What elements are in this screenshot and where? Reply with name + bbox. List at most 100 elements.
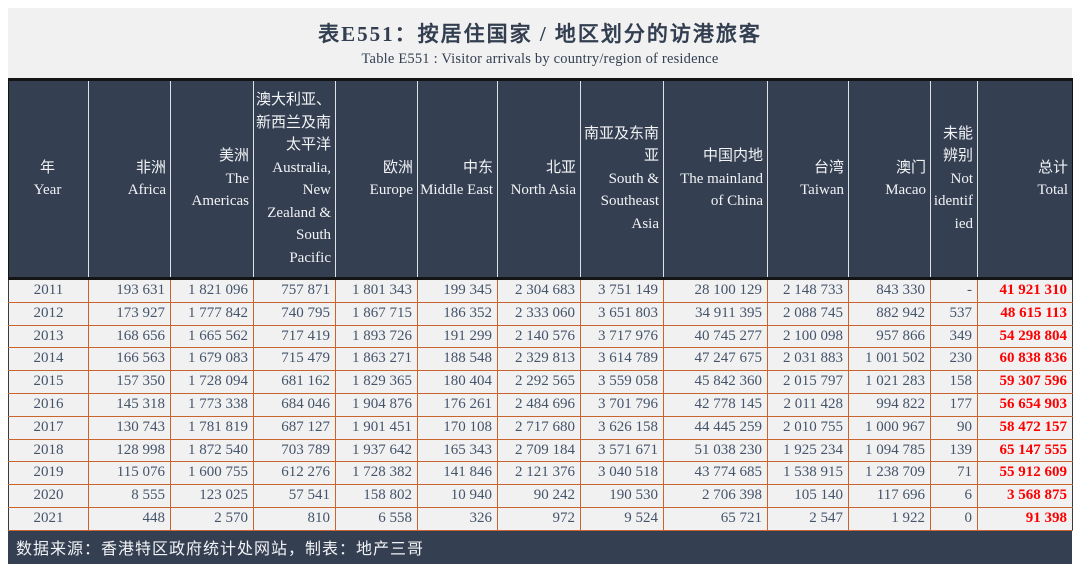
header-row: 年 Year 非洲 Africa 美洲 The Americas 澳大利亚、新西… (8, 78, 1073, 280)
value-cell: 1 679 083 (170, 347, 254, 372)
column-header: 澳大利亚、新西兰及南太平洋 Australia, New Zealand & S… (253, 78, 336, 280)
total-cell: 3 568 875 (977, 484, 1073, 508)
column-header-en: Middle East (420, 182, 493, 198)
total-cell: 65 147 555 (977, 438, 1073, 463)
column-header: 北亚 North Asia (497, 78, 581, 280)
value-cell: 1 904 876 (335, 392, 418, 417)
column-header-en: Not identified (933, 170, 973, 232)
value-cell: 40 745 277 (663, 324, 768, 349)
table-row: 2016 145 318 1 773 338 684 046 1 904 876 176 … (8, 392, 1073, 417)
value-cell: 612 276 (253, 461, 336, 486)
value-cell: 123 025 (170, 484, 254, 508)
column-header: 美洲 The Americas (170, 78, 254, 280)
value-cell: 1 021 283 (848, 370, 931, 394)
column-header-zh: 中东 (462, 159, 493, 176)
value-cell: 3 614 789 (580, 347, 664, 372)
value-cell: 1 867 715 (335, 301, 418, 326)
table-row: 2013 168 656 1 665 562 717 419 1 893 726 191 … (8, 324, 1073, 349)
column-header-en: Total (1037, 182, 1068, 198)
column-header: 中国内地 The mainland of China (663, 78, 768, 280)
value-cell: 810 (253, 506, 336, 531)
value-cell: 8 555 (88, 484, 171, 508)
value-cell: 65 721 (663, 506, 768, 531)
value-cell: 6 558 (335, 506, 418, 531)
value-cell: 190 530 (580, 484, 664, 508)
page: 表E551：按居住国家 / 地区划分的访港旅客 Table E551 : Vis… (8, 8, 1073, 564)
value-cell: 2 292 565 (497, 370, 581, 394)
value-cell: 191 299 (417, 324, 498, 349)
value-cell: 10 940 (417, 484, 498, 508)
value-cell: 1 893 726 (335, 324, 418, 349)
value-cell: 1 001 502 (848, 347, 931, 372)
value-cell: 2 088 745 (767, 301, 849, 326)
value-cell: 2 706 398 (663, 484, 768, 508)
value-cell: 1 238 709 (848, 461, 931, 486)
column-header-zh: 中国内地 (702, 148, 763, 165)
value-cell: 1 801 343 (335, 278, 418, 303)
column-header-en: The mainland of China (680, 170, 763, 210)
value-cell: 740 795 (253, 301, 336, 326)
value-cell: 3 651 803 (580, 301, 664, 326)
total-cell: 48 615 113 (977, 301, 1073, 326)
table-row: 2018 128 998 1 872 540 703 789 1 937 642 165 … (8, 438, 1073, 463)
value-cell: 681 162 (253, 370, 336, 394)
year-cell: 2011 (8, 278, 89, 303)
value-cell: 2 148 733 (767, 278, 849, 303)
column-header-zh: 澳门 (895, 159, 926, 176)
table-row: 2019 115 076 1 600 755 612 276 1 728 382 141 … (8, 461, 1073, 486)
value-cell: 1 863 271 (335, 347, 418, 372)
value-cell: 537 (930, 301, 978, 326)
total-cell: 60 838 836 (977, 347, 1073, 372)
value-cell: 45 842 360 (663, 370, 768, 394)
value-cell: 1 538 915 (767, 461, 849, 486)
value-cell: 157 350 (88, 370, 171, 394)
column-header-en: Taiwan (800, 182, 844, 198)
value-cell: 2 709 184 (497, 438, 581, 463)
value-cell: 166 563 (88, 347, 171, 372)
value-cell: 6 (930, 484, 978, 508)
value-cell: 3 571 671 (580, 438, 664, 463)
value-cell: 2 011 428 (767, 392, 849, 417)
visitor-arrivals-table: 年 Year 非洲 Africa 美洲 The Americas 澳大利亚、新西… (8, 78, 1073, 531)
value-cell: 1 925 234 (767, 438, 849, 463)
total-cell: 56 654 903 (977, 392, 1073, 417)
value-cell: 199 345 (417, 278, 498, 303)
year-cell: 2018 (8, 438, 89, 463)
value-cell: 158 (930, 370, 978, 394)
table-title-zh: 表E551：按居住国家 / 地区划分的访港旅客 (318, 22, 762, 46)
value-cell: 173 927 (88, 301, 171, 326)
column-header-zh: 年 (39, 159, 55, 176)
value-cell: 994 822 (848, 392, 931, 417)
source-text: 数据来源：香港特区政府统计处网站，制表：地产三哥 (16, 541, 425, 559)
table-row: 2011 193 631 1 821 096 757 871 1 801 343 199 … (8, 278, 1073, 303)
value-cell: 170 108 (417, 415, 498, 440)
table-row: 2015 157 350 1 728 094 681 162 1 829 365 180 … (8, 370, 1073, 394)
value-cell: 717 419 (253, 324, 336, 349)
value-cell: 687 127 (253, 415, 336, 440)
value-cell: 51 038 230 (663, 438, 768, 463)
value-cell: 105 140 (767, 484, 849, 508)
value-cell: 1 094 785 (848, 438, 931, 463)
column-header-zh: 台湾 (813, 159, 844, 176)
column-header-en: Europe (369, 182, 413, 198)
value-cell: 2 140 576 (497, 324, 581, 349)
year-cell: 2014 (8, 347, 89, 372)
year-cell: 2015 (8, 370, 89, 394)
value-cell: 188 548 (417, 347, 498, 372)
value-cell: 349 (930, 324, 978, 349)
value-cell: 1 728 382 (335, 461, 418, 486)
total-cell: 58 472 157 (977, 415, 1073, 440)
total-cell: 41 921 310 (977, 278, 1073, 303)
column-header: 台湾 Taiwan (767, 78, 849, 280)
value-cell: 1 922 (848, 506, 931, 531)
table-row: 2012 173 927 1 777 842 740 795 1 867 715 186 … (8, 301, 1073, 326)
year-cell: 2012 (8, 301, 89, 326)
value-cell: 3 626 158 (580, 415, 664, 440)
value-cell: 139 (930, 438, 978, 463)
table-row: 2017 130 743 1 781 819 687 127 1 901 451 170 … (8, 415, 1073, 440)
value-cell: 1 872 540 (170, 438, 254, 463)
value-cell: 1 665 562 (170, 324, 254, 349)
value-cell: 117 696 (848, 484, 931, 508)
value-cell: 2 031 883 (767, 347, 849, 372)
value-cell: 3 559 058 (580, 370, 664, 394)
